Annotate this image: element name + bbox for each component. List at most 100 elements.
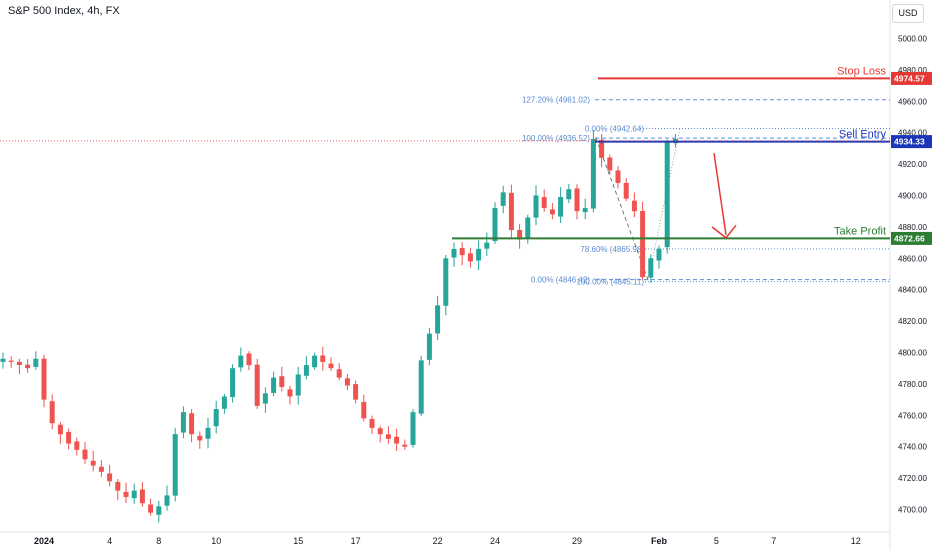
candle-body	[328, 363, 334, 369]
candle	[394, 428, 400, 451]
candle	[164, 485, 170, 511]
x-tick-label: 17	[351, 536, 361, 546]
candle-body	[549, 209, 555, 215]
candle	[435, 295, 441, 340]
candle	[189, 409, 195, 443]
x-tick-label: 5	[714, 536, 719, 546]
candle	[410, 409, 416, 448]
candle-body	[295, 374, 301, 396]
candle	[508, 184, 514, 239]
candle	[107, 465, 113, 487]
y-tick-label: 5000.00	[898, 35, 927, 44]
candle-body	[443, 258, 449, 306]
candle	[623, 177, 629, 202]
y-tick-label: 4840.00	[898, 286, 927, 295]
y-tick-label: 4960.00	[898, 97, 927, 106]
candle-body	[541, 197, 547, 209]
candle	[402, 439, 408, 450]
candle-body	[230, 368, 236, 398]
candle	[41, 354, 47, 408]
candle-body	[271, 377, 277, 393]
candle	[197, 431, 203, 449]
candle-body	[197, 435, 203, 441]
candle	[66, 428, 72, 450]
x-tick-label: 12	[851, 536, 861, 546]
candle	[172, 427, 178, 502]
fib-label: 0.00% (4846.42)	[531, 276, 590, 285]
candle-body	[123, 491, 129, 497]
stop-loss-label: Stop Loss	[837, 65, 886, 77]
candle-body	[353, 384, 359, 400]
candle	[590, 130, 596, 213]
candle	[254, 358, 260, 409]
y-tick-label: 4820.00	[898, 317, 927, 326]
candle	[82, 441, 88, 464]
sell-entry-label: Sell Entry	[839, 129, 887, 141]
candle	[139, 481, 145, 507]
candle-body	[574, 188, 580, 212]
sell-entry-price-label: 4934.33	[894, 137, 925, 147]
candle-body	[599, 139, 605, 158]
candle	[336, 363, 342, 381]
candle	[640, 201, 646, 281]
candle-body	[377, 428, 383, 435]
candle	[443, 255, 449, 316]
candle	[566, 183, 572, 204]
candle	[16, 358, 22, 375]
candle	[148, 498, 154, 516]
candle	[385, 426, 391, 444]
candle-body	[16, 361, 22, 366]
candle-body	[435, 305, 441, 334]
fib-label: 0.00% (4942.64)	[585, 125, 644, 134]
candle-body	[631, 200, 637, 212]
take-profit-price-label: 4872.66	[894, 233, 925, 243]
candle	[648, 254, 654, 284]
x-tick-label: 29	[572, 536, 582, 546]
candle	[221, 393, 227, 414]
x-tick-label: 10	[211, 536, 221, 546]
candle	[607, 154, 613, 175]
candle-body	[607, 157, 613, 171]
candle-body	[590, 138, 596, 209]
candle	[156, 500, 162, 523]
candle-body	[418, 360, 424, 414]
candle	[615, 166, 621, 189]
candle	[49, 394, 55, 430]
currency-button[interactable]: USD	[892, 4, 924, 23]
candle	[476, 240, 482, 271]
candle	[98, 460, 104, 477]
candle	[238, 347, 244, 372]
candle	[33, 351, 39, 370]
candle	[353, 380, 359, 404]
candle-body	[402, 444, 408, 447]
candle	[25, 359, 31, 373]
candle	[213, 400, 219, 434]
candle-body	[312, 355, 318, 368]
candle-body	[623, 182, 629, 199]
candle	[90, 450, 96, 472]
fib-label: 127.20% (4961.02)	[522, 96, 590, 105]
candle-body	[426, 333, 432, 360]
swing-line-up	[647, 128, 681, 280]
candle-body	[205, 427, 211, 439]
candle-body	[451, 248, 457, 258]
candle-body	[500, 192, 506, 206]
candle-body	[484, 242, 490, 249]
candle-body	[156, 506, 162, 515]
x-tick-label: 22	[433, 536, 443, 546]
candle-body	[57, 424, 63, 435]
stop-loss-price-label: 4974.57	[894, 73, 925, 83]
candle	[492, 202, 498, 244]
x-tick-label: 24	[490, 536, 500, 546]
candle-body	[640, 210, 646, 278]
candle	[558, 187, 564, 223]
candle-body	[566, 189, 572, 200]
candle-body	[49, 401, 55, 424]
candle-body	[33, 358, 39, 367]
candle	[57, 421, 63, 444]
candle-body	[238, 355, 244, 368]
candle-body	[664, 142, 670, 248]
candle-body	[648, 258, 654, 278]
